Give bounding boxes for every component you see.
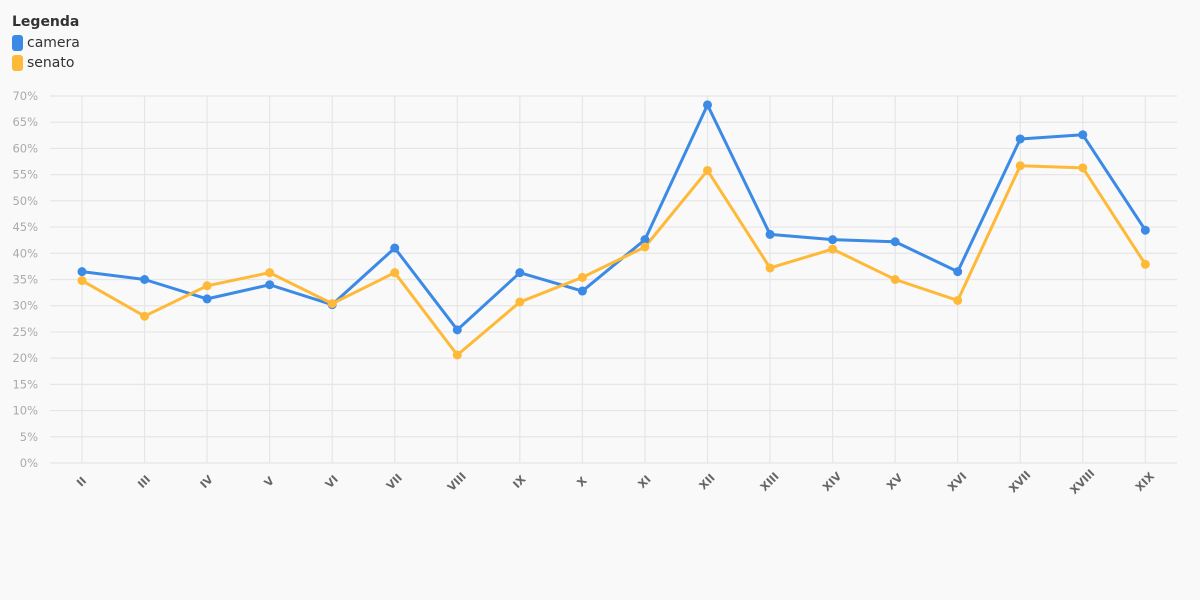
x-tick-label: XVI <box>945 470 969 494</box>
data-point-senato[interactable] <box>577 272 587 282</box>
x-tick-label: VII <box>384 471 405 492</box>
data-point-camera[interactable] <box>765 229 775 239</box>
legend-label-senato: senato <box>27 55 75 71</box>
data-point-camera[interactable] <box>828 235 838 245</box>
data-point-camera[interactable] <box>202 294 212 304</box>
data-point-senato[interactable] <box>390 268 400 278</box>
legend-title: Legenda <box>12 14 80 30</box>
x-tick-label: IV <box>198 472 216 490</box>
x-tick-label: XVII <box>1006 468 1033 495</box>
y-tick-label: 65% <box>12 115 38 129</box>
data-point-senato[interactable] <box>77 276 87 286</box>
y-tick-label: 60% <box>12 141 38 155</box>
data-point-camera[interactable] <box>265 280 275 290</box>
x-tick-label: XII <box>697 471 718 492</box>
y-tick-label: 50% <box>12 194 38 208</box>
x-tick-label: X <box>574 474 590 490</box>
data-point-senato[interactable] <box>515 297 525 307</box>
data-point-senato[interactable] <box>640 242 650 252</box>
y-tick-label: 15% <box>12 377 38 391</box>
data-point-senato[interactable] <box>452 350 462 360</box>
x-tick-label: III <box>135 473 153 491</box>
series-line-senato <box>80 164 1147 357</box>
y-tick-label: 55% <box>12 168 38 182</box>
x-tick-label: VI <box>323 473 341 491</box>
data-point-camera[interactable] <box>577 286 587 296</box>
x-tick-label: VIII <box>445 470 469 494</box>
data-point-senato[interactable] <box>953 295 963 305</box>
data-point-camera[interactable] <box>1140 225 1150 235</box>
series-line-camera <box>80 103 1147 332</box>
x-tick-label: XVIII <box>1067 467 1097 497</box>
data-point-camera[interactable] <box>1078 130 1088 140</box>
data-point-camera[interactable] <box>77 267 87 277</box>
y-tick-label: 10% <box>12 404 38 418</box>
series-points <box>77 100 1150 360</box>
legend-swatch-camera <box>12 35 23 51</box>
data-point-camera[interactable] <box>452 325 462 335</box>
data-point-camera[interactable] <box>1015 134 1025 144</box>
y-axis-ticks: 0% 5% 10% 15% 20% 25% 30% 35% 40% 45% 50% 55% 60% 65%… <box>12 89 38 470</box>
x-tick-label: V <box>262 474 278 490</box>
x-tick-label: XIII <box>758 470 782 494</box>
data-point-camera[interactable] <box>703 100 712 110</box>
y-tick-label: 25% <box>12 325 38 339</box>
data-point-senato[interactable] <box>1078 163 1088 173</box>
data-point-senato[interactable] <box>1015 161 1025 171</box>
data-point-senato[interactable] <box>140 311 150 321</box>
x-tick-label: XIV <box>820 469 844 493</box>
y-tick-label: 35% <box>12 273 38 287</box>
data-point-senato[interactable] <box>890 275 900 284</box>
data-point-senato[interactable] <box>1140 259 1150 269</box>
data-point-camera[interactable] <box>515 268 525 278</box>
data-point-camera[interactable] <box>140 275 150 284</box>
data-point-senato[interactable] <box>327 299 337 309</box>
x-tick-label: XIX <box>1133 469 1157 493</box>
grid <box>50 95 1177 464</box>
data-point-camera[interactable] <box>953 267 963 277</box>
y-tick-label: 45% <box>12 220 38 234</box>
data-point-senato[interactable] <box>703 165 712 175</box>
legend-item-senato[interactable]: senato <box>12 53 80 73</box>
x-tick-label: XI <box>636 473 654 491</box>
x-tick-label: XV <box>884 471 906 493</box>
data-point-camera[interactable] <box>890 237 900 247</box>
y-tick-label: 40% <box>12 246 38 260</box>
data-point-camera[interactable] <box>390 243 400 253</box>
data-point-senato[interactable] <box>828 244 838 254</box>
legend-swatch-senato <box>12 55 23 71</box>
y-tick-label: 70% <box>12 89 38 103</box>
legend-item-camera[interactable]: camera <box>12 33 80 53</box>
y-tick-label: 0% <box>20 456 38 470</box>
y-tick-label: 30% <box>12 299 38 313</box>
series-lines <box>80 103 1147 357</box>
data-point-senato[interactable] <box>765 263 775 273</box>
x-tick-label: IX <box>510 472 528 490</box>
y-tick-label: 5% <box>20 430 38 444</box>
x-tick-label: II <box>74 474 89 489</box>
y-tick-label: 20% <box>12 351 38 365</box>
data-point-senato[interactable] <box>202 281 212 291</box>
x-axis-ticks: II III IV V VI VII VIII IX X XI XII XIII XIV XV XVI XVI… <box>74 467 1157 497</box>
data-point-camera[interactable] <box>640 235 650 245</box>
legend: Legenda camera senato <box>12 13 80 73</box>
legend-label-camera: camera <box>27 35 80 51</box>
data-point-senato[interactable] <box>265 268 275 278</box>
